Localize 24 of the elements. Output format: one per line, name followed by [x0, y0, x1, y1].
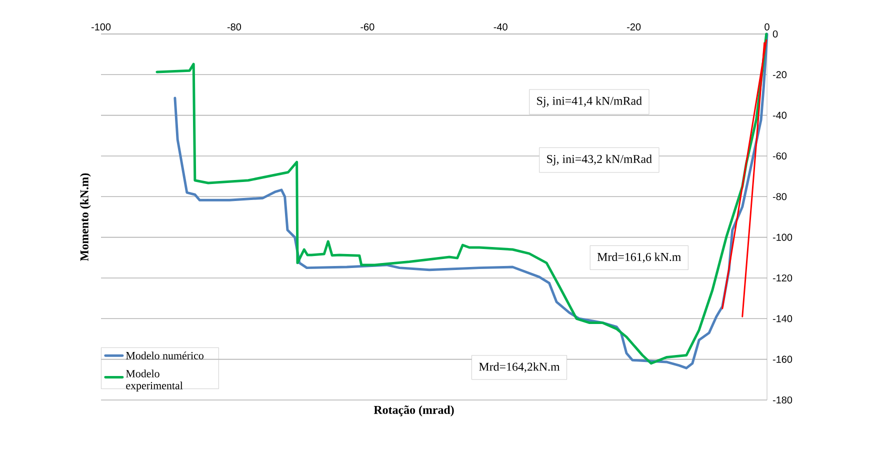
y-tick-label: -100 — [772, 234, 792, 241]
annotation: Sj, ini=41,4 kN/mRad — [537, 96, 642, 108]
y-tick-label: -180 — [772, 396, 792, 404]
annotation: Sj, ini=43,2 kN/mRad — [547, 154, 652, 166]
y-tick-label: -80 — [772, 193, 787, 200]
y-tick-label: -120 — [772, 274, 792, 282]
x-tick-label: -40 — [494, 23, 508, 30]
x-axis-title: Rotação (mrad) — [374, 406, 454, 416]
x-tick-label: -60 — [360, 23, 374, 30]
legend-label: Modelo numérico — [126, 352, 204, 360]
annotation: Mrd=161,6 kN.m — [597, 252, 681, 263]
y-tick-label: -20 — [772, 71, 787, 78]
x-tick-label: -20 — [627, 23, 641, 30]
y-tick-label: -140 — [772, 315, 792, 322]
x-tick-label: 0 — [764, 23, 770, 30]
y-tick-label: 0 — [772, 30, 778, 38]
y-axis-title: Momento (kN.m) — [80, 173, 91, 261]
y-tick-label: -160 — [772, 356, 792, 363]
x-tick-label: -100 — [91, 23, 111, 30]
y-tick-label: -60 — [772, 152, 787, 160]
y-tick-label: -40 — [772, 112, 787, 119]
x-tick-label: -80 — [227, 23, 242, 30]
legend-label: Modelo experimental — [126, 370, 183, 392]
annotation: Mrd=164,2kN.m — [479, 362, 560, 373]
